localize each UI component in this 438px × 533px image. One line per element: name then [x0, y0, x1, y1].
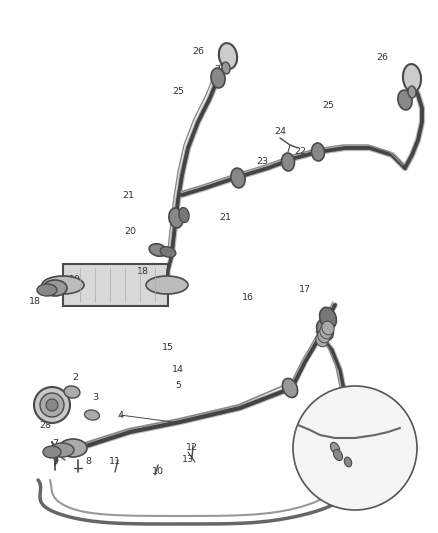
Text: 21: 21	[219, 214, 231, 222]
Text: 25: 25	[322, 101, 334, 110]
Ellipse shape	[222, 62, 230, 74]
Circle shape	[46, 399, 58, 411]
Ellipse shape	[320, 308, 336, 329]
Text: 5: 5	[175, 381, 181, 390]
Text: 27: 27	[402, 74, 414, 83]
Circle shape	[34, 387, 70, 423]
Ellipse shape	[37, 284, 57, 296]
Text: 19: 19	[69, 276, 81, 285]
Ellipse shape	[320, 325, 332, 339]
Ellipse shape	[169, 208, 183, 228]
Text: 1: 1	[35, 399, 41, 408]
Text: 7: 7	[52, 439, 58, 448]
Text: 2: 2	[72, 374, 78, 383]
Text: 14: 14	[172, 366, 184, 375]
Ellipse shape	[42, 276, 84, 294]
Circle shape	[293, 386, 417, 510]
Text: 28: 28	[39, 421, 51, 430]
Ellipse shape	[408, 86, 416, 98]
Text: 17: 17	[299, 286, 311, 295]
Text: 18: 18	[137, 268, 149, 277]
Text: 26: 26	[376, 53, 388, 62]
Bar	[63, 264, 167, 306]
Text: 12: 12	[186, 442, 198, 451]
Text: 29: 29	[39, 408, 51, 416]
Ellipse shape	[317, 319, 333, 341]
Ellipse shape	[219, 43, 237, 69]
Text: 18: 18	[29, 297, 41, 306]
Ellipse shape	[283, 378, 298, 398]
Ellipse shape	[333, 449, 343, 461]
Text: 10: 10	[152, 467, 164, 477]
Text: 26: 26	[192, 47, 204, 56]
Text: 15: 15	[162, 343, 174, 352]
Ellipse shape	[211, 68, 225, 88]
Text: 24: 24	[274, 127, 286, 136]
Ellipse shape	[59, 439, 87, 457]
Ellipse shape	[398, 90, 412, 110]
Ellipse shape	[344, 457, 352, 467]
Ellipse shape	[403, 64, 421, 92]
Ellipse shape	[282, 153, 294, 171]
Ellipse shape	[316, 333, 328, 347]
Ellipse shape	[231, 168, 245, 188]
Text: 31: 31	[326, 457, 338, 466]
Ellipse shape	[179, 207, 189, 222]
Text: 27: 27	[214, 66, 226, 75]
Text: 4: 4	[117, 410, 123, 419]
Text: 20: 20	[124, 228, 136, 237]
Text: 30: 30	[352, 440, 364, 449]
Text: 23: 23	[256, 157, 268, 166]
Text: 16: 16	[242, 294, 254, 303]
Ellipse shape	[346, 433, 364, 457]
Ellipse shape	[43, 280, 67, 296]
Text: 11: 11	[109, 457, 121, 466]
Ellipse shape	[64, 386, 80, 398]
Ellipse shape	[330, 442, 339, 454]
Text: 6: 6	[327, 414, 333, 423]
Circle shape	[40, 393, 64, 417]
Ellipse shape	[311, 143, 325, 161]
Text: 9: 9	[52, 457, 58, 466]
Text: 13: 13	[182, 456, 194, 464]
Text: 25: 25	[172, 87, 184, 96]
Text: 3: 3	[92, 393, 98, 402]
Text: 21: 21	[122, 191, 134, 200]
Ellipse shape	[160, 247, 176, 257]
Ellipse shape	[146, 276, 188, 294]
Ellipse shape	[149, 244, 167, 256]
Ellipse shape	[85, 410, 99, 420]
Ellipse shape	[43, 446, 61, 458]
Text: 22: 22	[294, 148, 306, 157]
Ellipse shape	[50, 443, 74, 457]
Ellipse shape	[322, 321, 334, 335]
Ellipse shape	[318, 329, 330, 343]
Text: 8: 8	[85, 457, 91, 466]
